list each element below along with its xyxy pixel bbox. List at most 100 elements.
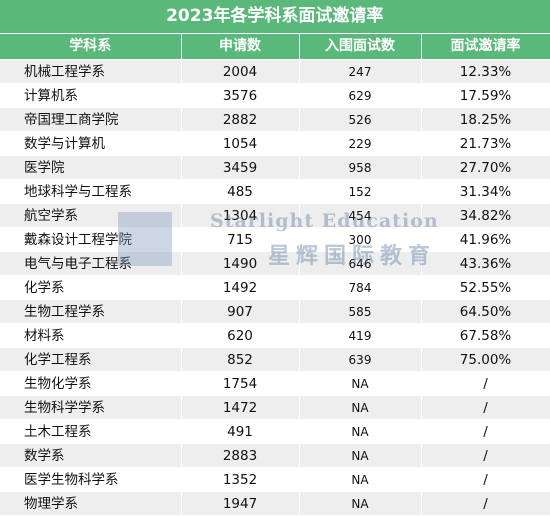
cell-interviews: 629	[299, 83, 422, 108]
cell-department: 数学系	[0, 443, 182, 468]
header-applications: 申请数	[181, 33, 300, 60]
cell-interviews: NA	[299, 443, 422, 468]
table-row: 生物科学学系 1472 NA /	[0, 395, 550, 420]
table-row: 医学院 3459 958 27.70%	[0, 155, 550, 180]
cell-applications: 852	[181, 347, 300, 372]
cell-interviews: 419	[299, 323, 422, 348]
cell-interview-rate: 27.70%	[421, 155, 550, 180]
cell-interview-rate: 12.33%	[421, 59, 550, 84]
table-row: 航空学系 1304 454 34.82%	[0, 203, 550, 228]
table-row: 戴森设计工程学院 715 300 41.96%	[0, 227, 550, 252]
cell-interview-rate: /	[421, 419, 550, 444]
table-row: 生物化学系 1754 NA /	[0, 371, 550, 396]
cell-applications: 1492	[181, 275, 300, 300]
cell-applications: 485	[181, 179, 300, 204]
cell-interviews: 152	[299, 179, 422, 204]
cell-interviews: NA	[299, 419, 422, 444]
cell-department: 医学生物科学系	[0, 467, 182, 492]
cell-interview-rate: 75.00%	[421, 347, 550, 372]
cell-department: 帝国理工商学院	[0, 107, 182, 132]
cell-department: 土木工程系	[0, 419, 182, 444]
cell-department: 航空学系	[0, 203, 182, 228]
table-row: 计算机系 3576 629 17.59%	[0, 83, 550, 108]
cell-applications: 3459	[181, 155, 300, 180]
table-row: 材料系 620 419 67.58%	[0, 323, 550, 348]
cell-interviews: 247	[299, 59, 422, 84]
table-row: 帝国理工商学院 2882 526 18.25%	[0, 107, 550, 132]
cell-interview-rate: /	[421, 395, 550, 420]
cell-interview-rate: 52.55%	[421, 275, 550, 300]
cell-applications: 1054	[181, 131, 300, 156]
table-row: 医学生物科学系 1352 NA /	[0, 467, 550, 492]
cell-applications: 1490	[181, 251, 300, 276]
cell-interview-rate: 34.82%	[421, 203, 550, 228]
cell-department: 化学系	[0, 275, 182, 300]
cell-applications: 715	[181, 227, 300, 252]
header-interview-rate: 面试邀请率	[421, 33, 550, 60]
cell-department: 数学与计算机	[0, 131, 182, 156]
cell-department: 生物科学学系	[0, 395, 182, 420]
cell-interview-rate: /	[421, 371, 550, 396]
cell-applications: 2883	[181, 443, 300, 468]
cell-interview-rate: 64.50%	[421, 299, 550, 324]
cell-interview-rate: 17.59%	[421, 83, 550, 108]
table-row: 生物工程学系 907 585 64.50%	[0, 299, 550, 324]
cell-applications: 3576	[181, 83, 300, 108]
cell-department: 生物工程学系	[0, 299, 182, 324]
cell-interview-rate: /	[421, 443, 550, 468]
cell-interviews: NA	[299, 467, 422, 492]
table-row: 数学与计算机 1054 229 21.73%	[0, 131, 550, 156]
cell-interviews: 585	[299, 299, 422, 324]
table-row: 地球科学与工程系 485 152 31.34%	[0, 179, 550, 204]
table-row: 化学工程系 852 639 75.00%	[0, 347, 550, 372]
cell-interview-rate: 67.58%	[421, 323, 550, 348]
table-body: 机械工程学系 2004 247 12.33% 计算机系 3576 629 17.59% 帝国理工…	[0, 59, 550, 516]
cell-interviews: NA	[299, 371, 422, 396]
cell-interviews: 639	[299, 347, 422, 372]
header-interviews: 入围面试数	[299, 33, 422, 60]
cell-applications: 2004	[181, 59, 300, 84]
cell-interviews: 300	[299, 227, 422, 252]
cell-interview-rate: 21.73%	[421, 131, 550, 156]
header-department: 学科系	[0, 33, 182, 60]
cell-interview-rate: 31.34%	[421, 179, 550, 204]
cell-department: 化学工程系	[0, 347, 182, 372]
cell-interviews: NA	[299, 395, 422, 420]
cell-applications: 1754	[181, 371, 300, 396]
cell-department: 材料系	[0, 323, 182, 348]
table-row: 电气与电子工程系 1490 646 43.36%	[0, 251, 550, 276]
cell-applications: 1352	[181, 467, 300, 492]
cell-applications: 491	[181, 419, 300, 444]
cell-interviews: NA	[299, 491, 422, 516]
cell-applications: 907	[181, 299, 300, 324]
table-row: 数学系 2883 NA /	[0, 443, 550, 468]
cell-department: 电气与电子工程系	[0, 251, 182, 276]
table-row: 机械工程学系 2004 247 12.33%	[0, 59, 550, 84]
cell-applications: 2882	[181, 107, 300, 132]
cell-department: 地球科学与工程系	[0, 179, 182, 204]
cell-department: 计算机系	[0, 83, 182, 108]
cell-department: 生物化学系	[0, 371, 182, 396]
cell-department: 物理学系	[0, 491, 182, 516]
cell-interviews: 526	[299, 107, 422, 132]
table-row: 物理学系 1947 NA /	[0, 491, 550, 516]
cell-interview-rate: 43.36%	[421, 251, 550, 276]
cell-interviews: 958	[299, 155, 422, 180]
cell-interview-rate: /	[421, 491, 550, 516]
cell-applications: 1304	[181, 203, 300, 228]
cell-interviews: 454	[299, 203, 422, 228]
cell-interviews: 646	[299, 251, 422, 276]
cell-interview-rate: 18.25%	[421, 107, 550, 132]
cell-interviews: 784	[299, 275, 422, 300]
cell-department: 戴森设计工程学院	[0, 227, 182, 252]
cell-interview-rate: 41.96%	[421, 227, 550, 252]
cell-applications: 1947	[181, 491, 300, 516]
cell-interview-rate: /	[421, 467, 550, 492]
cell-applications: 1472	[181, 395, 300, 420]
table-row: 化学系 1492 784 52.55%	[0, 275, 550, 300]
table-title: 2023年各学科系面试邀请率	[0, 0, 550, 34]
cell-department: 医学院	[0, 155, 182, 180]
cell-interviews: 229	[299, 131, 422, 156]
